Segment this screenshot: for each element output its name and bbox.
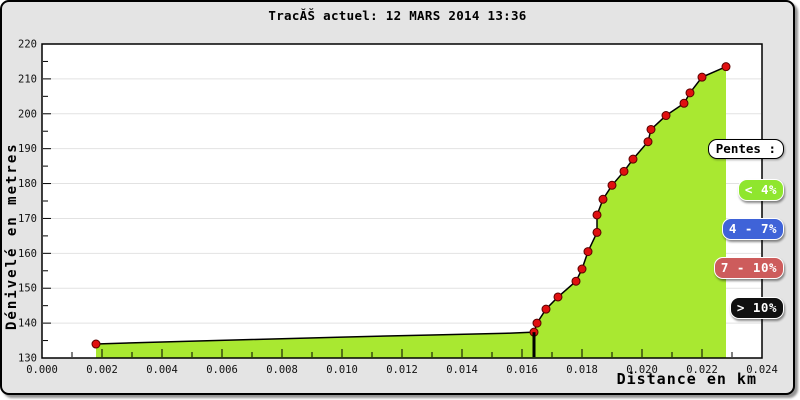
data-point-marker[interactable]: [619, 166, 629, 176]
x-tick-label: 0.008: [266, 364, 298, 376]
data-point-marker[interactable]: [697, 72, 707, 82]
data-point-marker[interactable]: [646, 124, 656, 134]
x-tick-label: 0.000: [26, 364, 58, 376]
y-tick-label: 170: [18, 213, 37, 225]
legend-chip-10: > 10%: [729, 297, 784, 319]
data-point-marker[interactable]: [532, 318, 542, 328]
legend-chip-4: < 4%: [737, 179, 784, 201]
y-tick-label: 190: [18, 143, 37, 155]
x-tick-label: 0.024: [746, 364, 778, 376]
data-point-marker[interactable]: [679, 98, 689, 108]
data-point-marker[interactable]: [721, 62, 731, 72]
x-axis-label: Distance en km: [616, 370, 757, 388]
x-tick-label: 0.002: [86, 364, 118, 376]
x-tick-label: 0.010: [326, 364, 358, 376]
legend-chip-4-7: 4 - 7%: [721, 218, 784, 240]
data-point-marker[interactable]: [598, 194, 608, 204]
data-point-marker[interactable]: [643, 137, 653, 147]
data-point-marker[interactable]: [583, 247, 593, 257]
y-tick-label: 200: [18, 108, 37, 120]
x-tick-label: 0.016: [506, 364, 538, 376]
data-point-marker[interactable]: [592, 210, 602, 220]
data-point-marker[interactable]: [541, 304, 551, 314]
y-tick-label: 180: [18, 178, 37, 190]
legend-title: Pentes :: [707, 139, 784, 159]
x-tick-label: 0.014: [446, 364, 478, 376]
data-point-marker[interactable]: [592, 227, 602, 237]
data-point-marker[interactable]: [685, 88, 695, 98]
legend-chip-7-10: 7 - 10%: [713, 257, 784, 279]
y-tick-label: 220: [18, 39, 37, 51]
data-point-marker[interactable]: [571, 276, 581, 286]
y-axis-label: Dénivelé en metres: [4, 142, 20, 330]
data-point-marker[interactable]: [553, 292, 563, 302]
x-tick-label: 0.020: [626, 364, 658, 376]
data-point-marker[interactable]: [577, 264, 587, 274]
data-point-marker[interactable]: [91, 339, 101, 349]
x-tick-label: 0.006: [206, 364, 238, 376]
x-tick-label: 0.022: [686, 364, 718, 376]
x-tick-label: 0.018: [566, 364, 598, 376]
elevation-chart[interactable]: 0.000 0.002 0.004 0.006 0.008 0.010 0.012 0.014…: [2, 2, 793, 393]
x-tick-label: 0.004: [146, 364, 178, 376]
plot-border: [41, 43, 763, 359]
y-tick-label: 210: [18, 73, 37, 85]
data-point-marker[interactable]: [607, 180, 617, 190]
y-tick-label: 150: [18, 283, 37, 295]
chart-title: TracĂŠ actuel: 12 MARS 2014 13:36: [268, 8, 527, 23]
y-tick-label: 140: [18, 318, 37, 330]
y-tick-label: 130: [18, 353, 37, 365]
y-tick-label: 160: [18, 248, 37, 260]
data-point-marker[interactable]: [661, 111, 671, 121]
data-point-marker[interactable]: [628, 154, 638, 164]
x-tick-label: 0.012: [386, 364, 418, 376]
